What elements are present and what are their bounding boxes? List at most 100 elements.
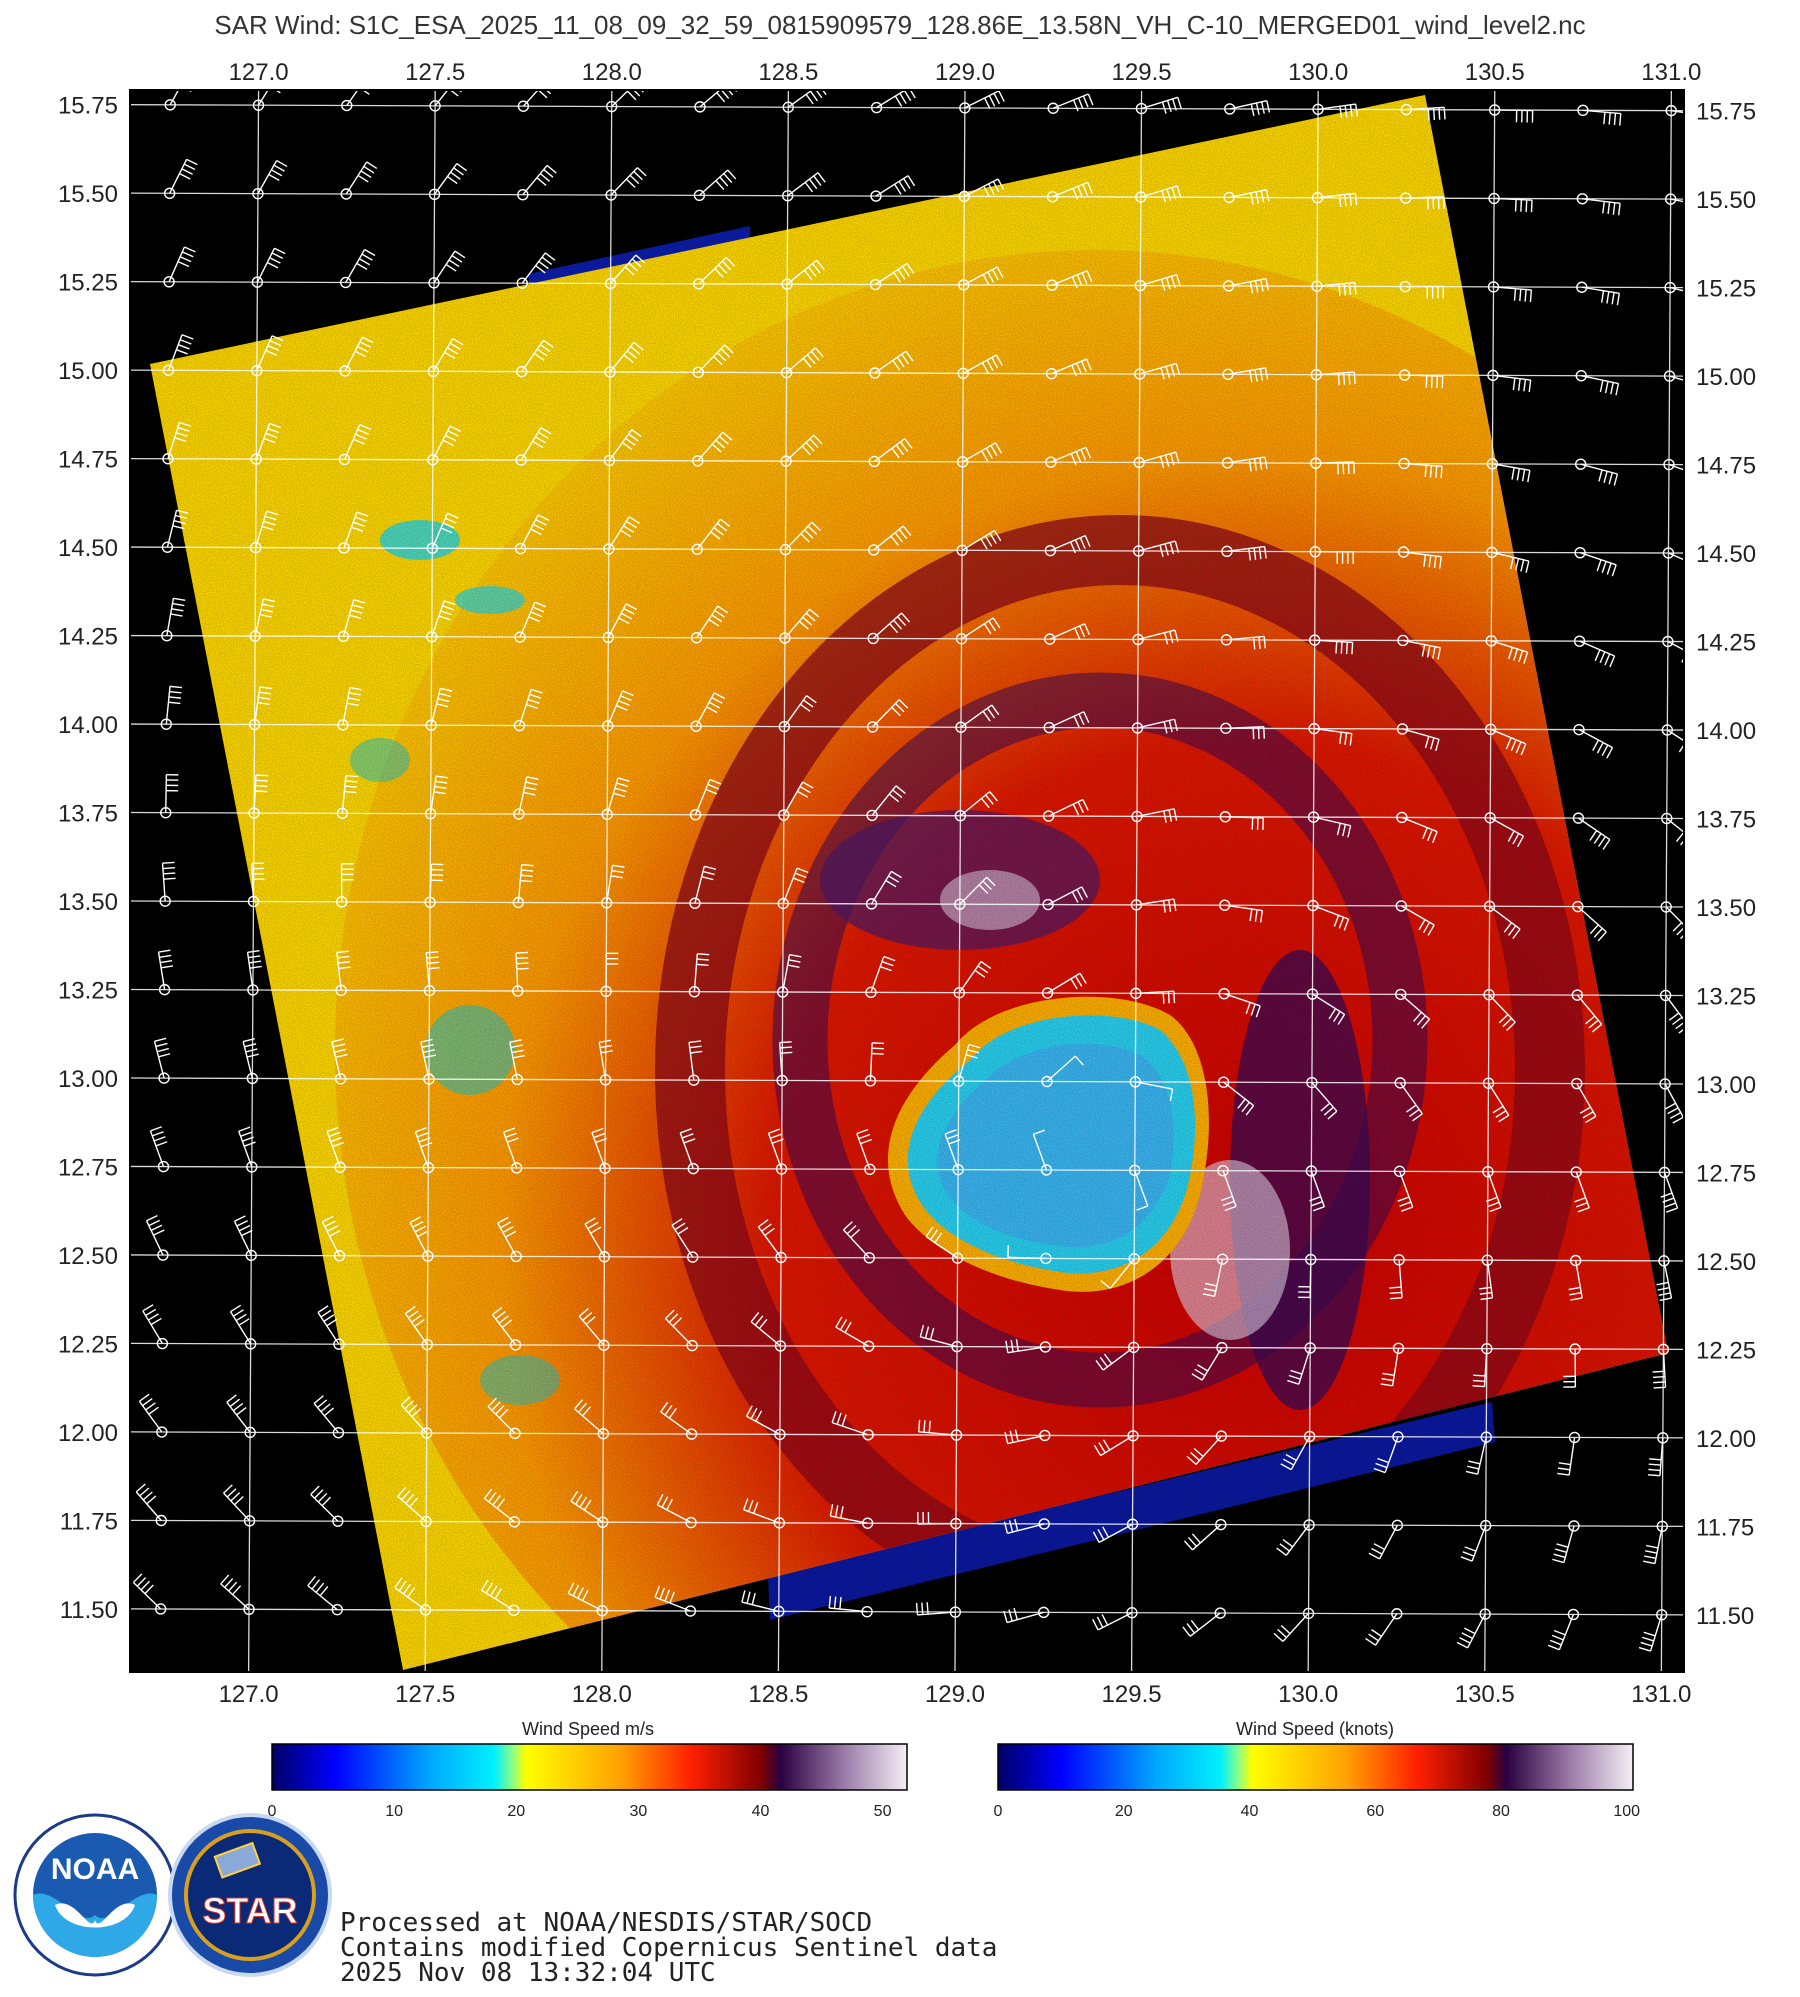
wind-barb <box>1664 281 1684 294</box>
wind-barb <box>690 692 726 732</box>
wind-barb <box>1095 1341 1140 1371</box>
wind-barb <box>1456 1608 1491 1649</box>
wind-barb <box>307 1575 343 1616</box>
wind-barb <box>865 955 896 999</box>
wind-barb <box>159 861 176 907</box>
wind-barb <box>1460 1519 1492 1562</box>
wind-barb <box>602 690 634 732</box>
parallel-line <box>130 1077 1684 1085</box>
wind-barb <box>1218 988 1261 1018</box>
lat-tick-label: 15.25 <box>1696 276 1756 303</box>
lat-ticks-right: 15.75 15.50 15.25 15.00 14.75 14.50 14.25 14.00… <box>1696 99 1756 1630</box>
wind-barb <box>160 685 183 730</box>
lon-tick-label: 129.0 <box>935 59 995 86</box>
wind-barb <box>163 158 198 200</box>
wind-barb <box>1131 718 1178 734</box>
wind-barb <box>1092 1518 1139 1544</box>
wind-barb <box>242 1037 259 1085</box>
wind-barb <box>428 163 467 201</box>
parallel-line <box>130 1431 1684 1439</box>
wind-barb <box>1394 1077 1423 1122</box>
wind-barb <box>1557 1431 1581 1476</box>
wind-barb <box>1130 987 1176 1004</box>
wind-barb <box>1134 362 1181 380</box>
wind-barb <box>1044 623 1091 645</box>
wind-barb <box>750 1312 787 1352</box>
wind-barb <box>250 422 281 465</box>
lat-tick-label: 12.25 <box>1696 1337 1756 1364</box>
lat-tick-label: 15.75 <box>1696 99 1756 126</box>
wind-barb <box>233 1215 257 1262</box>
wind-barb <box>1221 545 1267 561</box>
parallel-line <box>130 104 1684 112</box>
wind-barb <box>400 1396 433 1439</box>
wind-barb <box>1221 456 1268 472</box>
lat-tick-label: 12.25 <box>58 1331 118 1358</box>
wind-barb <box>1217 1164 1237 1212</box>
wind-barb <box>741 1590 785 1618</box>
wind-barb <box>1365 1608 1403 1646</box>
wind-barb <box>1129 1076 1174 1101</box>
wind-barb <box>1041 1055 1084 1088</box>
wind-barb <box>957 354 1003 380</box>
wind-barb <box>514 514 550 555</box>
wind-barb <box>915 1602 962 1618</box>
wind-barb <box>1663 458 1684 471</box>
wind-barb <box>414 1127 435 1174</box>
lon-tick-label: 130.5 <box>1465 59 1525 86</box>
parallel-line <box>130 192 1684 200</box>
colorbar-tick-label: 60 <box>1366 1803 1384 1820</box>
wind-barb <box>1575 370 1620 396</box>
wind-barb <box>515 427 552 466</box>
wind-barb <box>1487 281 1533 303</box>
wind-barb <box>779 521 822 556</box>
wind-barb <box>604 341 644 378</box>
wind-barb <box>1220 634 1267 650</box>
wind-barb <box>1307 811 1352 838</box>
wind-barb <box>1273 1607 1315 1642</box>
wind-barb <box>229 1304 257 1350</box>
wind-barb <box>1643 1520 1668 1565</box>
wind-barb <box>249 598 276 642</box>
wind-barb <box>142 1304 169 1350</box>
wind-barb <box>1032 1129 1053 1176</box>
wind-barb <box>598 1039 613 1086</box>
wind-barb <box>1577 104 1622 126</box>
lat-tick-label: 13.50 <box>58 889 118 916</box>
wind-barb <box>1309 545 1354 564</box>
wind-barb <box>145 1214 169 1261</box>
wind-barb <box>757 1219 787 1264</box>
wind-barb <box>1182 1607 1226 1637</box>
wind-barb <box>567 1582 608 1617</box>
wind-barb <box>1135 185 1182 203</box>
lat-tick-label: 12.50 <box>1696 1249 1756 1276</box>
wind-barb <box>1223 188 1270 205</box>
wind-barb <box>1135 96 1182 115</box>
wind-barb <box>251 247 286 288</box>
parallel-line <box>130 634 1684 643</box>
wind-barb <box>1133 451 1180 469</box>
wind-barb <box>778 781 814 821</box>
wind-barb <box>1483 989 1516 1032</box>
wind-barb <box>1092 1607 1138 1631</box>
wind-barb <box>919 1325 963 1353</box>
wind-barb <box>162 421 192 465</box>
lat-tick-label: 13.50 <box>1696 895 1756 922</box>
wind-barb <box>1482 1077 1510 1123</box>
wind-barb <box>688 1040 703 1086</box>
lon-tick-label: 130.0 <box>1278 1681 1338 1708</box>
wind-barb <box>953 960 992 999</box>
wind-barb <box>1045 358 1092 380</box>
wind-barb <box>1093 1430 1139 1457</box>
wind-barb <box>1046 270 1093 291</box>
wind-barb <box>1486 546 1530 573</box>
wind-barb <box>162 334 194 376</box>
lat-tick-label: 13.00 <box>1696 1072 1756 1099</box>
wind-barb <box>1202 1253 1229 1298</box>
wind-barb <box>483 1488 521 1528</box>
wind-barb <box>1472 1342 1493 1388</box>
lat-tick-label: 12.50 <box>58 1243 118 1270</box>
wind-barb <box>427 425 462 466</box>
wind-barb <box>578 1307 610 1351</box>
